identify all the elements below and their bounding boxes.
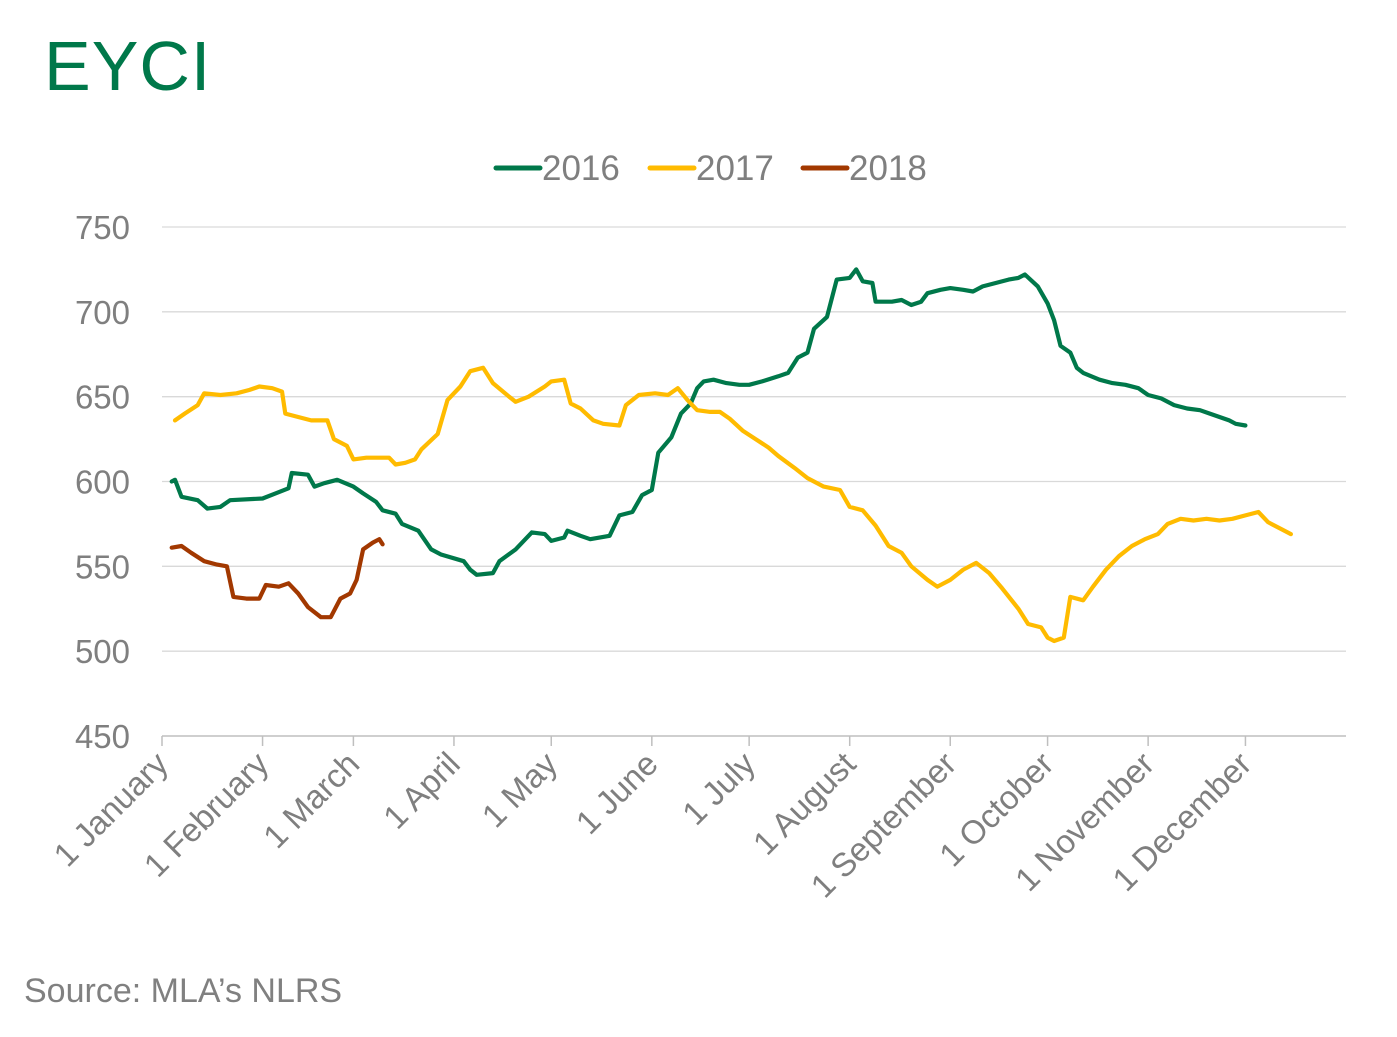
y-tick-label: 450 xyxy=(75,718,130,755)
series-line-2018 xyxy=(169,537,385,620)
y-tick-label: 600 xyxy=(75,464,130,501)
series-line-2017 xyxy=(172,365,1294,644)
series-line-2016 xyxy=(169,267,1248,577)
y-axis: 750 700 650 600 550 500 450 xyxy=(75,209,130,755)
series-lines xyxy=(169,267,1294,644)
legend-label-2016: 2016 xyxy=(542,149,620,188)
x-tick-label: 1 June xyxy=(569,745,665,841)
source-note: Source: MLA’s NLRS xyxy=(24,972,343,1010)
y-tick-label: 500 xyxy=(75,633,130,670)
y-tick-label: 550 xyxy=(75,548,130,585)
x-tick-label: 1 May xyxy=(474,744,564,834)
legend-label-2017: 2017 xyxy=(696,149,774,188)
x-tick-label: 1 March xyxy=(256,745,366,855)
y-tick-label: 750 xyxy=(75,209,130,246)
x-tick-label: 1 July xyxy=(675,744,762,831)
legend-label-2018: 2018 xyxy=(849,149,927,188)
x-tick-label: 1 April xyxy=(376,745,467,836)
gridlines xyxy=(162,226,1346,652)
y-tick-label: 700 xyxy=(75,294,130,331)
y-tick-label: 650 xyxy=(75,379,130,416)
legend: 2016 2017 2018 xyxy=(493,149,927,188)
chart-title: EYCI xyxy=(44,27,212,105)
